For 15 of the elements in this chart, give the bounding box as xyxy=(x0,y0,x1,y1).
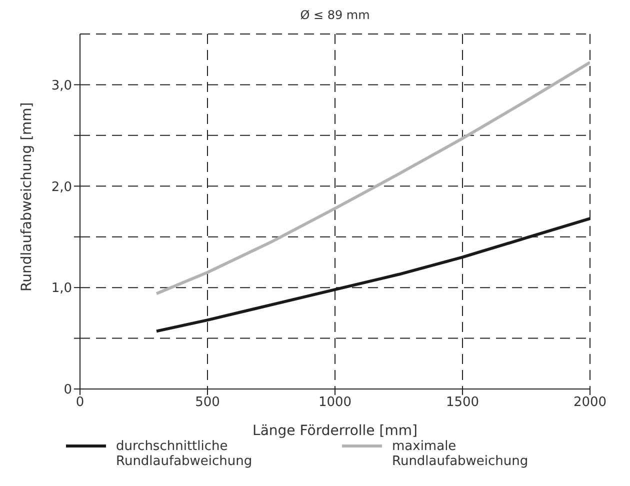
legend-label: maximale Rundlaufabweichung xyxy=(392,439,530,469)
line-series xyxy=(155,60,590,296)
chart-title: Ø ≤ 89 mm xyxy=(299,8,371,22)
x-tick-label: 1500 xyxy=(446,395,480,410)
y-tick-label: 2,0 xyxy=(51,180,72,195)
x-tick-label: 1000 xyxy=(318,395,352,410)
x-tick-label: 500 xyxy=(195,395,220,410)
y-tick-label: 1,0 xyxy=(51,281,72,296)
x-axis-title: Länge Förderrolle [mm] xyxy=(252,423,418,439)
y-tick-label: 3,0 xyxy=(51,78,72,94)
y-axis-title: Rundlaufabweichung [mm] xyxy=(18,102,35,292)
x-tick-label: 0 xyxy=(76,395,84,410)
legend-label: durchschnittliche Rundlaufabweichung xyxy=(116,439,254,469)
y-tick-label: 0 xyxy=(64,382,72,398)
x-tick-label: 2000 xyxy=(573,395,607,410)
